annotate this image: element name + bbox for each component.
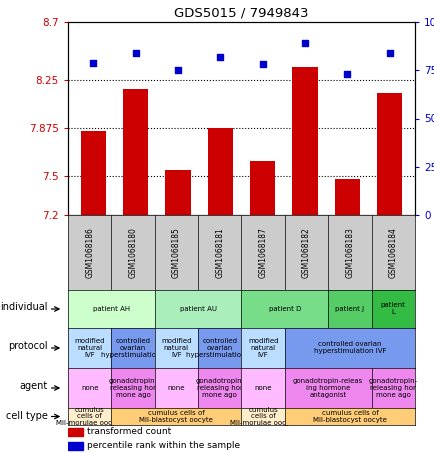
Text: GSM1068181: GSM1068181: [215, 227, 224, 278]
Bar: [81, 131, 106, 215]
Text: gonadotropin-
releasing hor
mone ago: gonadotropin- releasing hor mone ago: [108, 378, 157, 398]
Text: agent: agent: [19, 381, 47, 391]
Point: [385, 49, 392, 57]
Bar: [334, 179, 359, 215]
Point: [301, 39, 308, 47]
Text: controlled ovarian
hyperstimulation IVF: controlled ovarian hyperstimulation IVF: [313, 342, 385, 355]
Text: gonadotropin-
releasing hor
mone ago: gonadotropin- releasing hor mone ago: [368, 378, 417, 398]
Point: [174, 67, 181, 74]
Text: modified
natural
IVF: modified natural IVF: [247, 338, 278, 358]
Text: individual: individual: [0, 302, 47, 312]
Text: cumulus
cells of
MII-morulae oocyte: cumulus cells of MII-morulae oocyte: [56, 406, 123, 427]
Bar: [292, 67, 317, 215]
Text: protocol: protocol: [8, 341, 47, 351]
Text: none: none: [254, 385, 271, 391]
Text: modified
natural
IVF: modified natural IVF: [74, 338, 105, 358]
Text: GSM1068182: GSM1068182: [301, 227, 310, 278]
Text: GSM1068185: GSM1068185: [171, 227, 181, 278]
Bar: [376, 93, 401, 215]
Text: cumulus cells of
MII-blastocyst oocyte: cumulus cells of MII-blastocyst oocyte: [139, 410, 213, 423]
Bar: [250, 161, 275, 215]
Text: cumulus
cells of
MII-morulae oocyte: cumulus cells of MII-morulae oocyte: [229, 406, 296, 427]
Text: patient J: patient J: [335, 306, 364, 312]
Point: [343, 71, 350, 78]
Title: GDS5015 / 7949843: GDS5015 / 7949843: [174, 6, 308, 19]
Text: GSM1068183: GSM1068183: [345, 227, 354, 278]
Point: [217, 53, 224, 60]
Text: none: none: [81, 385, 98, 391]
Bar: [165, 170, 190, 215]
Text: patient D: patient D: [268, 306, 300, 312]
Text: patient
L: patient L: [380, 303, 405, 315]
Text: GSM1068180: GSM1068180: [128, 227, 137, 278]
Text: cell type: cell type: [6, 411, 47, 421]
Text: GSM1068184: GSM1068184: [388, 227, 397, 278]
Text: percentile rank within the sample: percentile rank within the sample: [87, 442, 240, 450]
Text: transformed count: transformed count: [87, 428, 171, 437]
Text: patient AH: patient AH: [92, 306, 130, 312]
Bar: [68, 428, 82, 436]
Point: [132, 49, 139, 57]
Text: cumulus cells of
MII-blastocyst oocyte: cumulus cells of MII-blastocyst oocyte: [312, 410, 386, 423]
Text: none: none: [167, 385, 185, 391]
Text: gonadotropin-
releasing hor
mone ago: gonadotropin- releasing hor mone ago: [195, 378, 244, 398]
Text: GSM1068186: GSM1068186: [85, 227, 94, 278]
Bar: [207, 127, 233, 215]
Text: gonadotropin-releas
ing hormone
antagonist: gonadotropin-releas ing hormone antagoni…: [293, 378, 362, 398]
Bar: [123, 89, 148, 215]
Point: [90, 59, 97, 66]
Text: patient AU: patient AU: [179, 306, 216, 312]
Bar: [68, 442, 82, 450]
Point: [259, 61, 266, 68]
Text: modified
natural
IVF: modified natural IVF: [161, 338, 191, 358]
Text: GSM1068187: GSM1068187: [258, 227, 267, 278]
Text: controlled
ovarian
hyperstimulation IV: controlled ovarian hyperstimulation IV: [185, 338, 253, 358]
Text: controlled
ovarian
hyperstimulation I: controlled ovarian hyperstimulation I: [101, 338, 164, 358]
